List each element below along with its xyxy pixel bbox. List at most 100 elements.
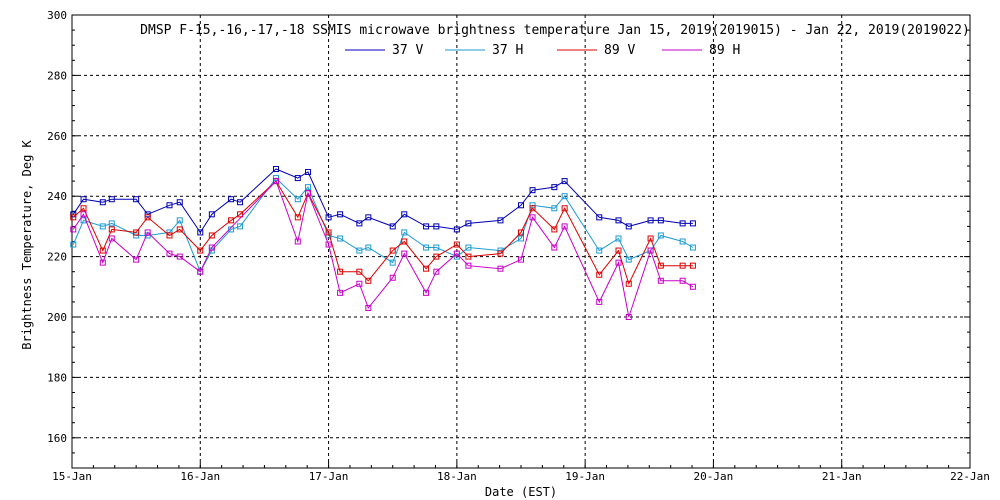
- legend-label: 37 H: [492, 43, 523, 58]
- data-point: [70, 226, 77, 233]
- data-point: [176, 253, 183, 260]
- y-tick-label: 220: [47, 251, 67, 264]
- data-point: [551, 205, 558, 212]
- legend-label: 89 V: [604, 43, 635, 58]
- legend-label: 89 H: [709, 43, 740, 58]
- data-point: [365, 304, 372, 311]
- data-point: [80, 196, 87, 203]
- y-tick-label: 240: [47, 190, 67, 203]
- data-point: [401, 211, 408, 218]
- data-point: [561, 193, 568, 200]
- data-point: [529, 214, 536, 221]
- data-point: [166, 202, 173, 209]
- data-point: [197, 247, 204, 254]
- data-point: [70, 214, 77, 221]
- data-point: [689, 283, 696, 290]
- x-tick-label: 20-Jan: [694, 470, 734, 483]
- data-point: [133, 196, 140, 203]
- data-point: [453, 226, 460, 233]
- y-axis-title: Brightness Temperature, Deg K: [20, 139, 34, 349]
- data-point: [497, 250, 504, 257]
- x-axis-title: Date (EST): [485, 485, 557, 499]
- data-point: [647, 247, 654, 254]
- data-point: [497, 265, 504, 272]
- x-tick-label: 19-Jan: [565, 470, 605, 483]
- data-point: [99, 223, 106, 230]
- data-point: [356, 247, 363, 254]
- axis-ticks: 15-Jan 16-Jan 17-Jan 18-Jan 19-Jan 20-Jan 21-J…: [47, 9, 990, 483]
- data-point: [433, 223, 440, 230]
- data-point: [99, 247, 106, 254]
- data-point: [689, 262, 696, 269]
- data-point: [657, 232, 664, 239]
- data-point: [365, 244, 372, 251]
- data-point: [401, 229, 408, 236]
- x-tick-label: 15-Jan: [52, 470, 92, 483]
- data-point: [208, 211, 215, 218]
- data-point: [647, 235, 654, 242]
- data-point: [625, 280, 632, 287]
- data-point: [465, 220, 472, 227]
- data-point: [80, 205, 87, 212]
- series-line: [72, 180, 693, 286]
- x-tick-label: 16-Jan: [180, 470, 220, 483]
- data-point: [176, 199, 183, 206]
- data-point: [197, 229, 204, 236]
- data-point: [551, 244, 558, 251]
- y-tick-label: 280: [47, 69, 67, 82]
- y-tick-label: 300: [47, 9, 67, 22]
- data-point: [551, 184, 558, 191]
- data-point: [337, 268, 344, 275]
- data-point: [518, 256, 524, 263]
- data-point: [325, 214, 332, 221]
- data-point: [208, 244, 215, 251]
- data-point: [433, 253, 440, 260]
- data-point: [325, 241, 332, 248]
- data-point: [108, 226, 115, 233]
- data-point: [657, 217, 664, 224]
- data-point: [689, 244, 696, 251]
- data-point: [423, 289, 430, 296]
- data-point: [518, 202, 524, 209]
- series-layer: [70, 166, 696, 320]
- data-point: [453, 241, 460, 248]
- data-point: [679, 277, 686, 284]
- data-point: [294, 175, 301, 182]
- data-point: [197, 268, 204, 275]
- data-point: [228, 196, 235, 203]
- data-point: [497, 217, 504, 224]
- data-point: [389, 223, 396, 230]
- data-point: [99, 199, 106, 206]
- data-point: [679, 238, 686, 245]
- data-point: [228, 217, 235, 224]
- data-point: [401, 250, 408, 257]
- series-line: [72, 168, 693, 234]
- x-tick-label: 17-Jan: [309, 470, 349, 483]
- data-point: [365, 214, 372, 221]
- y-tick-label: 200: [47, 311, 67, 324]
- data-point: [133, 232, 140, 239]
- data-point: [625, 314, 632, 320]
- chart-title: DMSP F-15,-16,-17,-18 SSMIS microwave br…: [140, 23, 970, 38]
- y-tick-label: 160: [47, 432, 67, 445]
- data-point: [166, 232, 173, 239]
- data-point: [356, 220, 363, 227]
- data-point: [561, 178, 568, 185]
- data-point: [625, 223, 632, 230]
- data-point: [356, 268, 363, 275]
- data-point: [423, 244, 430, 251]
- data-point: [356, 280, 363, 287]
- data-point: [272, 178, 279, 185]
- data-point: [596, 247, 603, 254]
- data-point: [596, 214, 603, 221]
- data-point: [465, 253, 472, 260]
- legend-label: 37 V: [392, 43, 423, 58]
- data-point: [596, 271, 603, 278]
- data-point: [561, 205, 568, 212]
- data-point: [237, 211, 244, 218]
- data-point: [551, 226, 558, 233]
- series-line: [72, 180, 694, 318]
- data-point: [305, 184, 312, 191]
- data-point: [679, 220, 686, 227]
- data-point: [237, 199, 244, 206]
